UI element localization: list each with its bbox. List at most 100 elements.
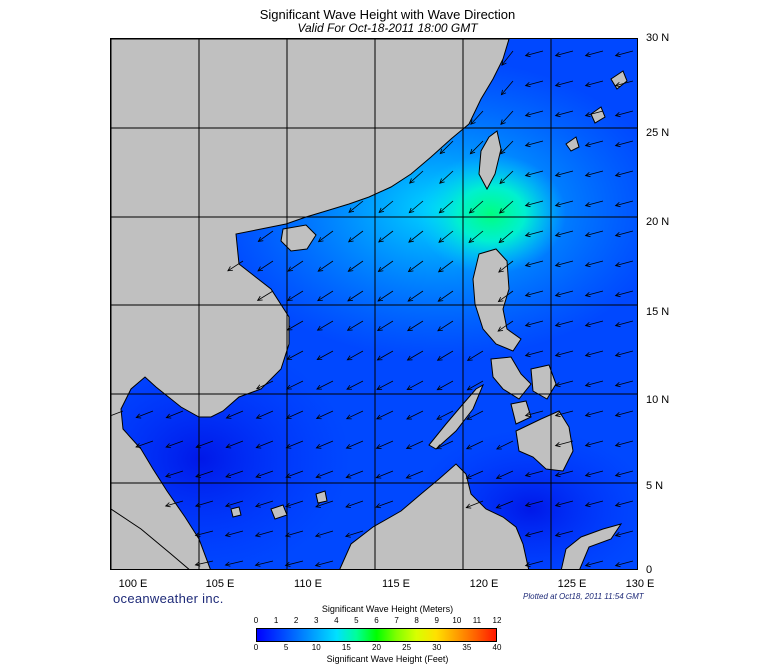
wave-arrow-head — [165, 472, 171, 478]
lon-label-110e: 110 E — [294, 578, 322, 590]
wave-arrow — [501, 80, 514, 96]
wave-arrow-head — [465, 444, 472, 450]
wave-arrow-head — [376, 385, 383, 390]
wave-arrow — [256, 440, 274, 449]
wave-arrow-head — [497, 296, 504, 303]
wave-arrow-head — [524, 412, 531, 418]
wave-arrow-head — [438, 207, 445, 214]
wave-arrow-head — [554, 472, 561, 478]
wave-arrow — [555, 200, 574, 207]
wave-arrow-head — [499, 178, 505, 185]
wave-arrow — [317, 350, 334, 360]
wave-arrow-head — [286, 296, 293, 302]
colorbar-feet-tick: 30 — [432, 643, 442, 652]
wave-arrow-head — [346, 325, 353, 331]
wave-arrow — [500, 110, 514, 125]
wave-arrow — [376, 440, 394, 449]
wave-arrow-head — [315, 502, 321, 508]
wave-arrow-head — [584, 502, 591, 508]
wave-arrow-head — [470, 119, 476, 125]
wave-arrow — [585, 440, 604, 447]
wave-arrow-head — [164, 502, 171, 508]
wave-arrow-head — [408, 207, 415, 214]
wave-arrow-head — [501, 60, 507, 66]
wave-arrow — [585, 140, 604, 147]
wave-arrow-head — [435, 444, 442, 450]
wave-arrow-head — [554, 532, 561, 538]
colorbar-feet-tick: 10 — [311, 643, 321, 652]
wave-arrow-head — [466, 415, 473, 420]
colorbar-meter-tick: 1 — [273, 616, 279, 625]
wave-arrow — [165, 470, 184, 477]
land-masses — [111, 39, 628, 569]
wave-arrow — [225, 470, 244, 478]
wave-arrow-head — [225, 443, 232, 449]
wave-arrow-head — [315, 443, 322, 449]
wave-arrow — [255, 470, 274, 478]
wave-arrow — [466, 470, 484, 479]
wave-arrow-head — [524, 322, 531, 328]
wave-arrow-head — [524, 142, 531, 148]
wave-arrow — [498, 230, 514, 243]
wave-arrow-head — [285, 502, 291, 508]
colorbar — [256, 628, 497, 642]
wave-arrow — [496, 470, 514, 479]
palawan-island — [428, 383, 485, 450]
mindanao-island — [515, 410, 574, 472]
wave-arrow — [318, 230, 334, 243]
wave-arrow-head — [439, 178, 445, 184]
wave-arrow-head — [469, 148, 476, 155]
wave-arrow — [615, 530, 634, 537]
wave-arrow — [585, 110, 604, 117]
wave-arrow-head — [437, 326, 443, 332]
wave-arrow-head — [495, 474, 502, 480]
hainan-island — [280, 224, 317, 252]
wave-arrow — [285, 560, 304, 566]
colorbar-meter-tick: 8 — [414, 616, 419, 625]
wave-arrow — [195, 500, 214, 507]
wave-arrow — [525, 110, 544, 117]
wave-arrow-head — [254, 561, 261, 567]
wave-arrow-head — [344, 532, 351, 538]
wave-arrow-head — [554, 292, 561, 298]
lon-label-130e: 130 E — [625, 578, 655, 590]
wave-arrow-head — [409, 178, 415, 184]
wave-arrow-head — [498, 208, 505, 214]
wave-arrow — [466, 440, 484, 450]
wave-arrow-head — [316, 384, 322, 390]
wave-arrow — [225, 500, 244, 507]
wave-arrow — [585, 380, 604, 387]
wave-arrow-head — [524, 262, 531, 268]
colorbar-meter-tick: 4 — [334, 616, 339, 625]
wave-arrow-head — [257, 266, 263, 272]
wave-arrow — [316, 410, 334, 419]
wave-arrow — [166, 410, 184, 419]
wave-arrow — [466, 500, 484, 509]
wave-arrow — [377, 320, 394, 331]
wave-arrow — [195, 470, 214, 478]
wave-arrow-head — [408, 237, 414, 243]
wave-arrow-head — [376, 325, 383, 331]
wave-arrow-head — [255, 384, 262, 390]
wave-arrow — [376, 410, 394, 420]
wave-arrow-head — [524, 202, 531, 208]
wave-arrow-head — [256, 295, 263, 301]
wave-arrow — [408, 260, 424, 272]
wave-arrow — [585, 200, 604, 207]
wave-arrow-head — [224, 502, 231, 508]
wave-arrow-head — [584, 472, 591, 478]
wave-arrow — [525, 470, 544, 477]
wave-arrow-head — [614, 532, 621, 538]
wave-arrow-head — [614, 112, 621, 118]
colorbar-meter-tick: 0 — [253, 616, 259, 625]
wave-arrow-head — [285, 414, 292, 420]
visayas-islands — [490, 356, 532, 400]
wave-arrow-head — [315, 414, 322, 420]
wave-arrow-head — [468, 208, 475, 214]
wave-arrow-head — [315, 473, 322, 479]
wave-arrow-head — [584, 382, 591, 388]
wave-arrow — [615, 440, 634, 447]
wave-arrow-head — [194, 502, 201, 508]
colorbar-meter-tick: 11 — [472, 616, 482, 625]
wave-arrow — [226, 410, 244, 419]
